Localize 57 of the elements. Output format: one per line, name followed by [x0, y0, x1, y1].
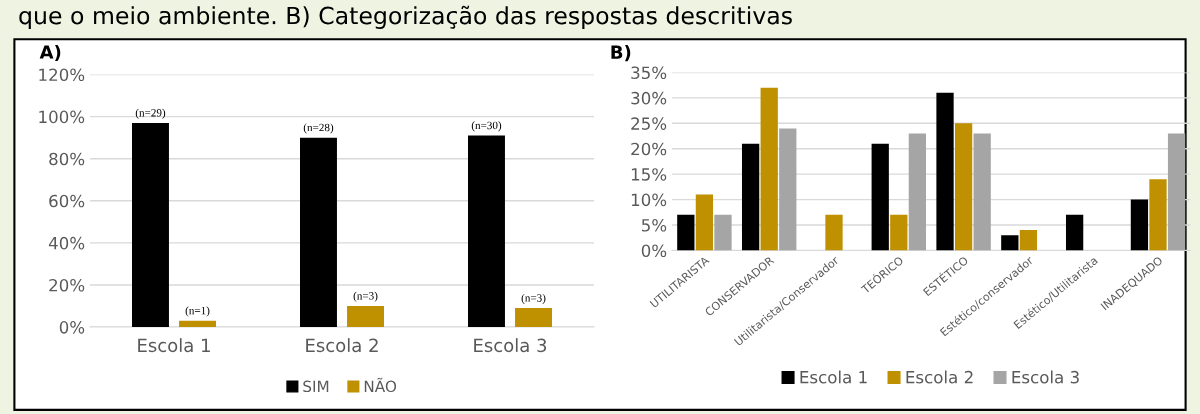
bar [695, 194, 714, 251]
bar [179, 320, 216, 328]
bar [1167, 133, 1186, 251]
legend-label: NÃO [364, 377, 397, 393]
bar [1130, 199, 1149, 251]
bar [908, 133, 927, 251]
bar [515, 308, 552, 328]
annotation: (n=30) [471, 121, 502, 132]
y-tick-label: 40% [48, 236, 85, 250]
y-tick-label: 30% [631, 91, 667, 105]
bar [741, 143, 760, 251]
annotation: (n=3) [353, 291, 378, 302]
bar [1149, 179, 1167, 251]
y-tick-label: 60% [49, 194, 85, 208]
bar [936, 92, 954, 251]
bar [1001, 235, 1019, 251]
annotation: (n=29) [135, 108, 166, 119]
bar [779, 128, 797, 251]
bar [954, 123, 973, 251]
y-tick-label: 80% [49, 152, 85, 166]
text: que o meio ambiente. B) Categorização das respostas descritivas [19, 5, 792, 30]
bar [714, 214, 732, 251]
bar [825, 214, 843, 251]
legend-label: Escola 2 [906, 370, 973, 384]
y-tick-label: 10% [631, 193, 667, 207]
y-tick-label: 0% [641, 244, 667, 258]
y-tick-label: 25% [631, 117, 667, 130]
bar [1065, 214, 1084, 251]
bar [132, 122, 169, 328]
bar [871, 143, 889, 251]
y-tick-label: 20% [631, 142, 667, 156]
y-tick-label: 20% [49, 278, 85, 292]
bar [1019, 230, 1038, 251]
bar [760, 87, 778, 251]
y-tick-label: 5% [641, 219, 667, 232]
legend-label: Escola 3 [1012, 370, 1079, 384]
chart-title: A) [39, 44, 61, 61]
y-tick-label: 15% [631, 168, 667, 181]
x-tick-label: Escola 1 [138, 338, 210, 353]
chart-title: B) [611, 45, 631, 62]
y-tick-label: 35% [631, 66, 667, 80]
bar [468, 135, 505, 328]
annotation: (n=1) [185, 306, 210, 317]
bar [347, 306, 384, 328]
bar [677, 214, 695, 251]
bar [890, 214, 908, 251]
bar [973, 133, 991, 251]
bar [300, 137, 337, 328]
y-tick-label: 100% [39, 110, 85, 124]
annotation: (n=3) [521, 293, 546, 304]
legend-label: Escola 1 [800, 370, 867, 384]
legend-label: SIM [303, 380, 329, 393]
annotation: (n=28) [303, 123, 334, 134]
y-tick-label: 120% [39, 68, 85, 82]
x-tick-label: Escola 2 [306, 338, 378, 353]
y-tick-label: 0% [59, 321, 85, 334]
x-tick-label: Escola 3 [474, 338, 547, 353]
